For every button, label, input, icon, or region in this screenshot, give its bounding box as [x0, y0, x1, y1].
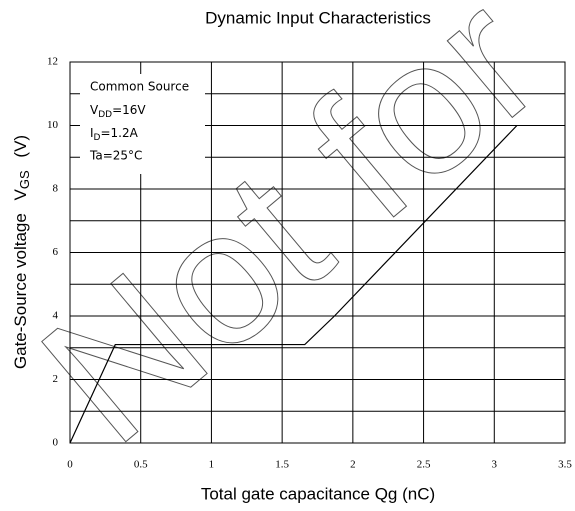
y-label-symbol: V [11, 188, 30, 200]
annotation-text: I [90, 126, 94, 140]
y-label-text: Gate-Source voltage [11, 213, 30, 369]
annotation-sub: DD [98, 110, 112, 120]
x-tick-label: 2.5 [417, 459, 431, 471]
y-tick-label: 12 [47, 56, 58, 68]
annotation-text: V [90, 103, 99, 117]
y-axis-label: Gate-Source voltage VGS (V) [11, 135, 34, 369]
annotation-line: ID=1.2A [90, 126, 139, 143]
x-tick-label: 0.5 [134, 459, 148, 471]
annotation-text: =16V [112, 103, 146, 117]
x-tick-label: 1 [209, 459, 215, 471]
chart-title: Dynamic Input Characteristics [205, 8, 431, 27]
y-tick-label: 0 [53, 437, 59, 449]
annotation-line: Ta=25°C [89, 149, 142, 163]
annotation-text: =1.2A [100, 126, 138, 140]
y-label-sub: GS [17, 170, 32, 189]
annotation-line: Common Source [90, 80, 189, 94]
y-tick-label: 8 [53, 183, 59, 195]
data-line [69, 125, 518, 444]
y-label-unit: (V) [11, 135, 30, 158]
watermark: Not for [4, 0, 575, 483]
x-tick-label: 0 [67, 459, 73, 471]
x-tick-label: 3 [492, 459, 498, 471]
y-tick-label: 6 [53, 246, 59, 258]
y-tick-label: 2 [53, 373, 59, 385]
x-tick-label: 1.5 [275, 459, 289, 471]
annotation-line: VDD=16V [90, 103, 146, 120]
plot-frame [69, 61, 566, 444]
annotation-sub: D [94, 133, 101, 143]
x-tick-label: 2 [350, 459, 356, 471]
x-axis-label: Total gate capacitance Qg (nC) [201, 484, 435, 503]
y-tick-label: 10 [47, 119, 59, 131]
annotation-box [80, 74, 205, 174]
y-tick-label: 4 [53, 310, 59, 322]
x-tick-label: 3.5 [558, 459, 572, 471]
